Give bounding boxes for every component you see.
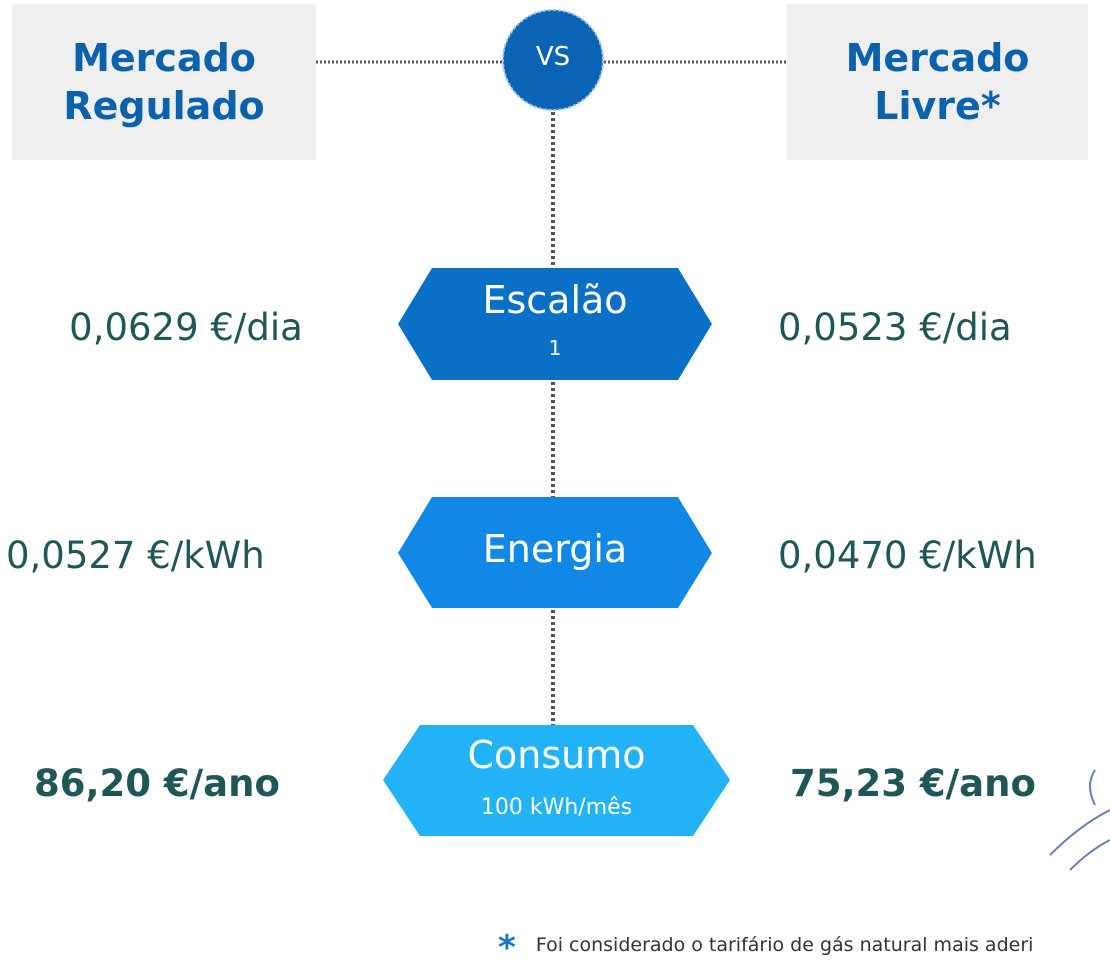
header-line: Livre*: [874, 82, 1000, 130]
footnote: * Foi considerado o tarifário de gás nat…: [498, 928, 1110, 968]
right-value: 0,0470 €/kWh: [778, 534, 1037, 578]
header-line: Regulado: [63, 82, 264, 130]
row-sublabel: 1: [432, 336, 678, 360]
left-value: 0,0527 €/kWh: [6, 534, 265, 578]
left-value: 86,20 €/ano: [34, 762, 280, 806]
left-header: Mercado Regulado: [12, 4, 316, 160]
right-header: Mercado Livre*: [787, 4, 1088, 160]
header-line: Mercado: [846, 34, 1030, 82]
footnote-text: Foi considerado o tarifário de gás natur…: [536, 934, 1034, 956]
row-label: Energia: [432, 527, 678, 571]
header-line: Mercado: [72, 34, 256, 82]
vs-label: VS: [503, 42, 603, 72]
footnote-marker: *: [498, 928, 516, 968]
right-value: 0,0523 €/dia: [778, 306, 1012, 350]
left-value: 0,0629 €/dia: [0, 306, 372, 350]
decoration: [1050, 770, 1110, 870]
row-sublabel: 100 kWh/mês: [420, 795, 693, 820]
row-label: Escalão: [432, 278, 678, 322]
row-label: Consumo: [420, 733, 693, 777]
right-value: 75,23 €/ano: [790, 762, 1036, 806]
page: Mercado Regulado Mercado Livre* VS Escal…: [0, 0, 1110, 975]
